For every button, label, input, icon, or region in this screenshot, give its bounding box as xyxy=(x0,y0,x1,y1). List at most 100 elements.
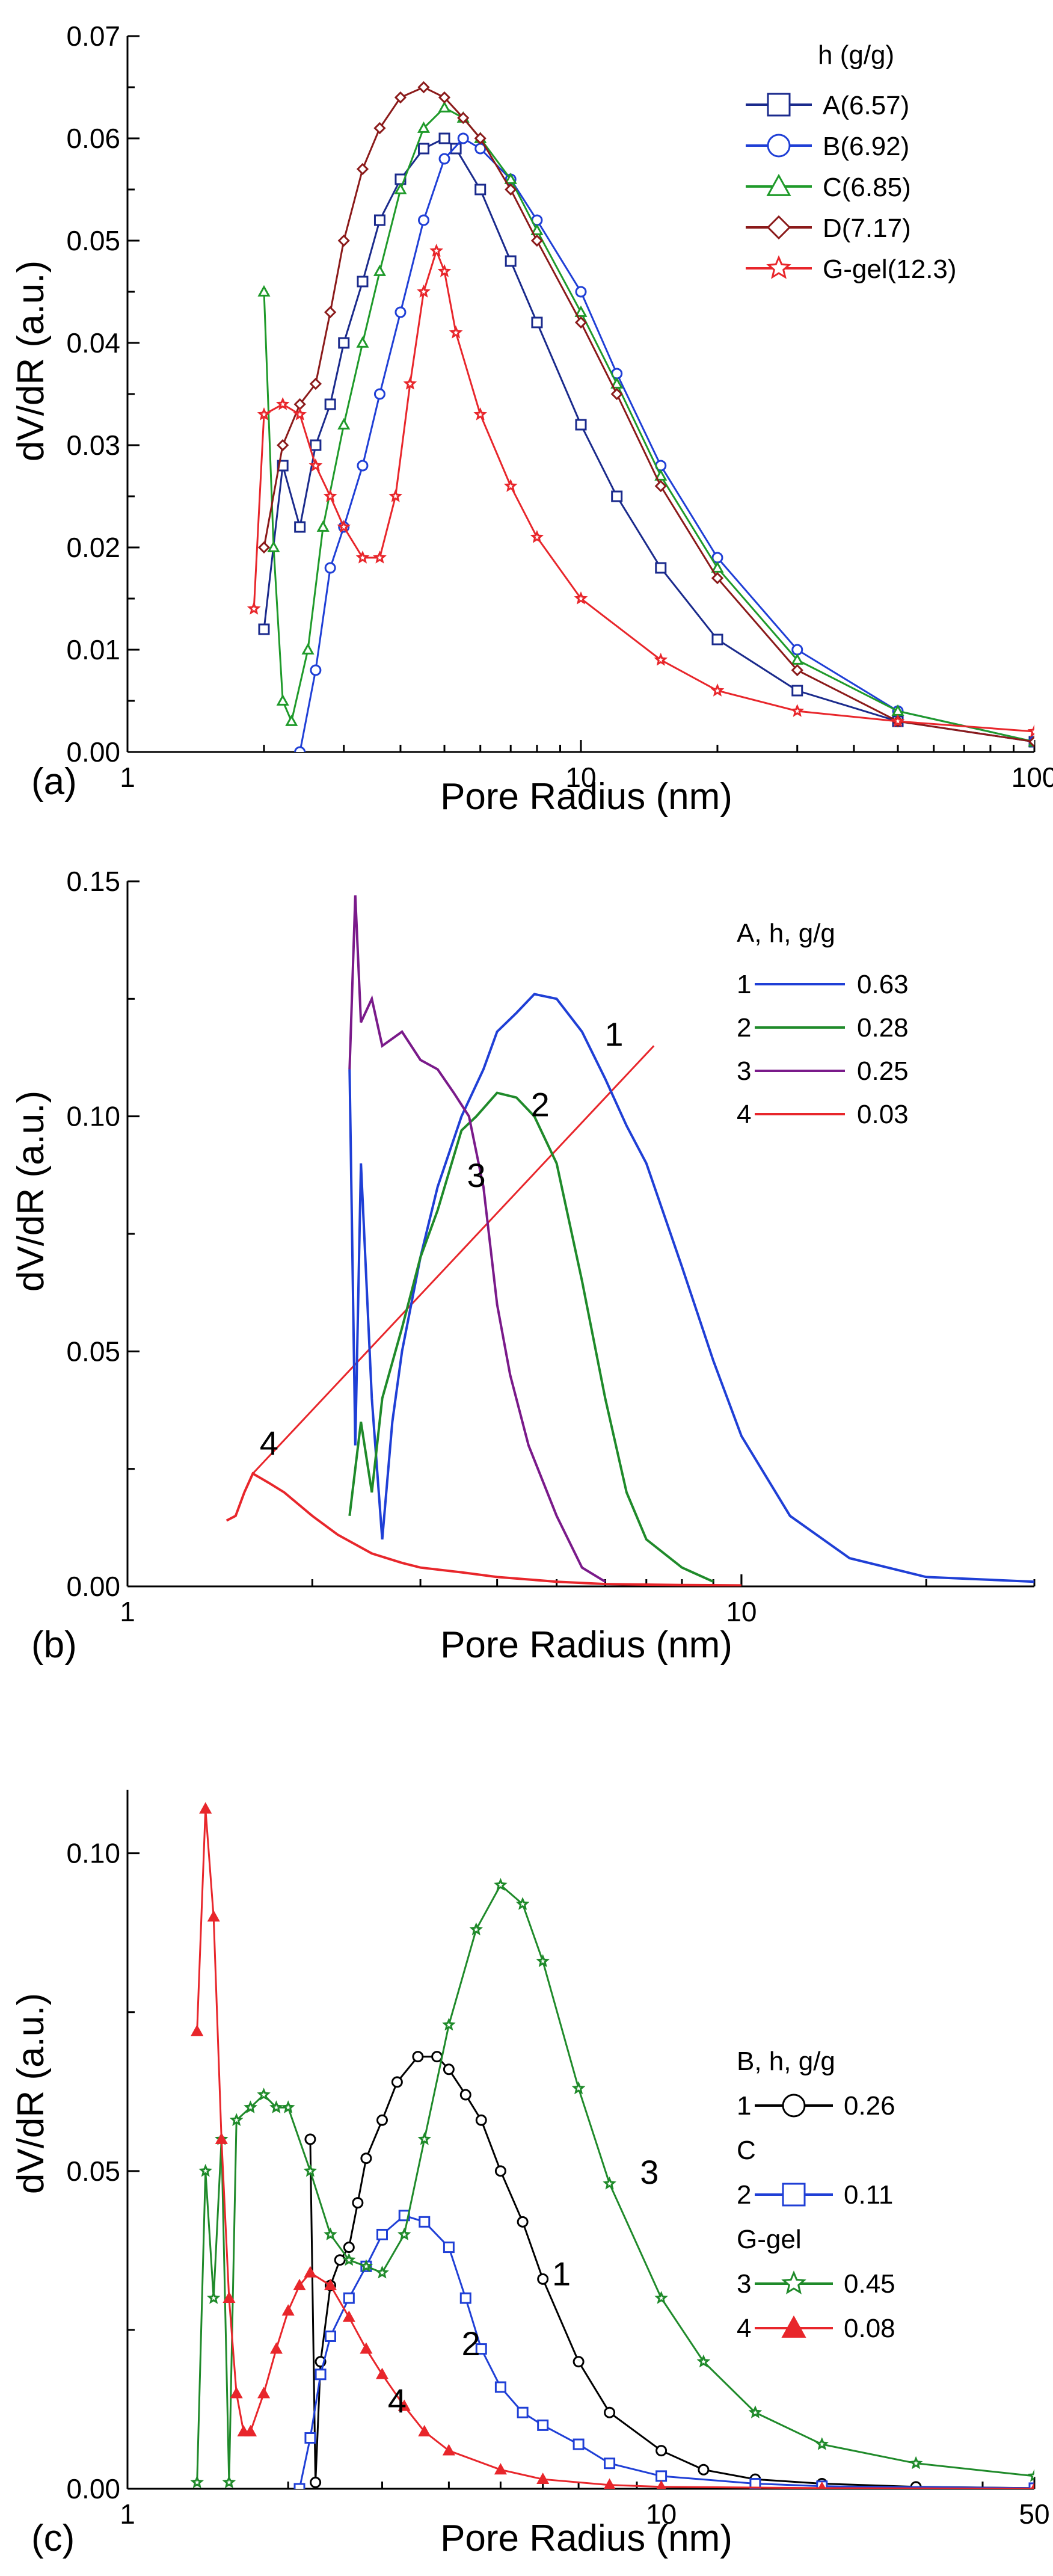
x-tick-label: 1 xyxy=(120,2498,135,2530)
y-tick-label: 0.00 xyxy=(66,1571,120,1602)
data-point xyxy=(1030,2482,1034,2489)
data-point xyxy=(517,2406,529,2418)
series-D(7.17) xyxy=(257,81,1034,748)
panel-c: dV/dR (a.u.) Pore Radius (nm) (c) 1 10 50 0… xyxy=(10,1790,1050,2559)
legend-header: G-gel xyxy=(737,2225,802,2254)
legend-title: h (g/g) xyxy=(818,40,894,70)
data-point xyxy=(575,286,587,298)
legend-title: A, h, g/g xyxy=(737,919,835,948)
data-point xyxy=(457,132,469,144)
panel-c-label: (c) xyxy=(31,2518,75,2559)
data-point xyxy=(281,2304,295,2316)
legend-value: 0.28 xyxy=(857,1013,909,1043)
data-point xyxy=(342,2252,356,2266)
data-point xyxy=(391,2076,403,2088)
legend-label: C(6.85) xyxy=(823,173,911,202)
x-tick-label: 1 xyxy=(120,1596,135,1627)
data-point xyxy=(397,2227,411,2241)
data-point xyxy=(475,2114,487,2126)
data-point xyxy=(276,694,289,706)
legend-value: 0.08 xyxy=(844,2314,895,2343)
data-point xyxy=(473,407,488,421)
data-point xyxy=(394,91,407,104)
legend: A, h, g/g 1 0.63 2 0.28 3 0.25 4 0.03 xyxy=(737,919,909,1129)
data-point xyxy=(418,214,430,226)
data-point xyxy=(394,182,407,194)
y-tick-label: 0.15 xyxy=(66,866,120,897)
data-point xyxy=(474,132,487,145)
data-point xyxy=(310,2476,322,2488)
data-point xyxy=(269,2342,283,2354)
series-C(6.85) xyxy=(257,100,1034,747)
data-point xyxy=(711,572,724,585)
data-point xyxy=(442,2018,456,2031)
series-3 xyxy=(348,895,606,1583)
data-point xyxy=(373,550,387,564)
data-point xyxy=(269,2100,283,2113)
data-point xyxy=(790,704,805,717)
data-point xyxy=(429,244,444,257)
legend-value: 0.25 xyxy=(857,1056,909,1086)
series-line xyxy=(263,106,1034,743)
y-tick-label: 0.06 xyxy=(66,123,120,154)
data-point xyxy=(537,2273,549,2285)
curve-annotation: 2 xyxy=(462,2325,480,2362)
legend-value: 0.11 xyxy=(844,2180,893,2210)
data-point xyxy=(655,2470,668,2482)
data-point xyxy=(571,2081,586,2095)
x-tick-label: 10 xyxy=(726,1596,757,1627)
data-point xyxy=(536,1954,550,1967)
data-point xyxy=(310,664,322,676)
data-point xyxy=(207,1910,220,1922)
legend: B, h, g/g 1 0.26 C 2 0.11 G-gel 3 0.45 4 0.08 xyxy=(737,2047,895,2343)
curve-annotation: 4 xyxy=(260,1424,278,1462)
data-point xyxy=(1027,2468,1034,2482)
data-point xyxy=(398,2399,411,2411)
data-point xyxy=(388,489,403,502)
data-point xyxy=(285,714,298,726)
series-4 xyxy=(191,1802,1034,2489)
data-point xyxy=(494,1878,508,1891)
data-point xyxy=(257,2386,271,2399)
data-point xyxy=(574,316,588,329)
data-point xyxy=(443,2063,455,2075)
data-point xyxy=(450,143,462,155)
legend-label: G-gel(12.3) xyxy=(823,254,957,284)
curve-annotation: 1 xyxy=(552,2255,571,2293)
data-point xyxy=(215,2132,228,2144)
legend-marker xyxy=(767,93,791,117)
legend-marker xyxy=(766,173,791,196)
data-point xyxy=(375,2367,389,2379)
data-point xyxy=(257,2088,271,2101)
data-point xyxy=(710,683,725,697)
panel-b-label: (b) xyxy=(31,1624,77,1666)
series-line xyxy=(348,895,606,1583)
data-point xyxy=(574,591,588,605)
data-point xyxy=(438,153,450,165)
data-point xyxy=(442,2444,455,2456)
data-point xyxy=(604,2406,616,2418)
data-point xyxy=(573,2356,585,2368)
data-point xyxy=(505,255,517,267)
legend-marker xyxy=(781,2315,806,2338)
data-point xyxy=(611,490,623,502)
legend-number: 4 xyxy=(737,1100,751,1129)
data-point xyxy=(504,172,517,184)
data-point xyxy=(474,183,487,196)
x-tick-label: 50 xyxy=(1019,2498,1049,2530)
data-point xyxy=(337,234,350,247)
series-3 xyxy=(190,1878,1034,2489)
panel-b: dV/dR (a.u.) Pore Radius (nm) (b) 1 10 0.0… xyxy=(10,866,1036,1666)
data-point xyxy=(190,2475,204,2489)
data-point xyxy=(418,2424,431,2436)
data-point xyxy=(373,388,385,400)
data-point xyxy=(604,2457,616,2470)
curve-annotation: 4 xyxy=(388,2382,407,2420)
data-point xyxy=(324,562,336,574)
data-point xyxy=(376,2114,388,2126)
data-point xyxy=(418,143,430,155)
data-point xyxy=(360,2342,373,2354)
legend-value: 0.03 xyxy=(857,1100,909,1129)
data-point xyxy=(357,276,369,288)
